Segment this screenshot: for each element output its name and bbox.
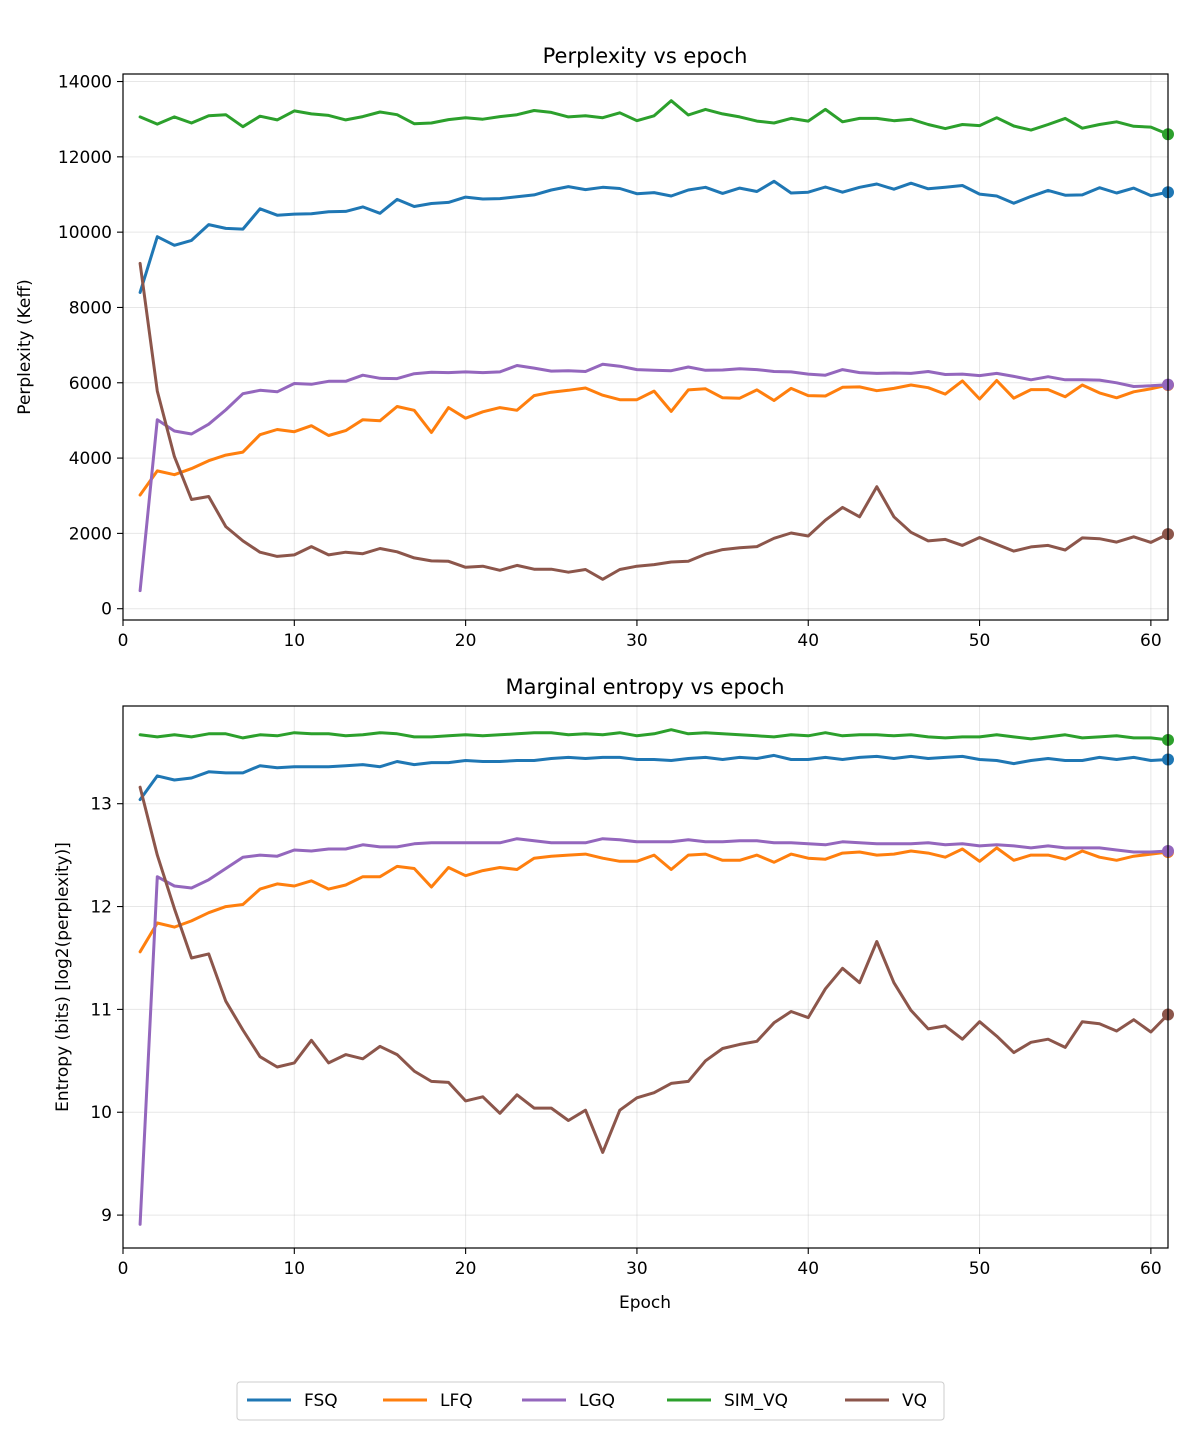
series-line-sim-vq: [138, 728, 1170, 742]
series-line-vq: [138, 785, 1170, 1154]
y-tick-label: 10: [90, 1103, 112, 1123]
legend-label-fsq: FSQ: [304, 1391, 338, 1411]
series-line-lgq: [138, 837, 1170, 1226]
chart-title: Perplexity vs epoch: [543, 44, 748, 68]
y-tick-label: 4000: [69, 449, 112, 469]
x-tick-label: 0: [118, 1259, 129, 1279]
legend-label-sim-vq: SIM_VQ: [724, 1391, 788, 1411]
y-tick-label: 0: [101, 600, 112, 620]
legend-label-lfq: LFQ: [440, 1391, 473, 1411]
x-tick-label: 40: [797, 1259, 819, 1279]
x-tick-label: 10: [283, 1259, 305, 1279]
y-tick-label: 14000: [58, 73, 112, 93]
legend: FSQ LFQ LGQ SIM_VQ VQ: [236, 1381, 945, 1421]
series-line-lgq: [138, 362, 1170, 593]
x-tick-label: 20: [455, 1259, 477, 1279]
x-tick-label: 40: [797, 631, 819, 651]
series-line-fsq: [138, 179, 1170, 294]
plot-frame: [122, 705, 1169, 1249]
series-line-vq: [138, 261, 1170, 581]
plot-frame: [122, 73, 1169, 621]
x-tick-label: 20: [455, 631, 477, 651]
y-tick-label: 8000: [69, 298, 112, 318]
x-tick-label: 50: [969, 1259, 991, 1279]
x-tick-label: 0: [118, 631, 129, 651]
series-line-fsq: [138, 753, 1170, 802]
legend-frame: [236, 1381, 945, 1421]
series-line-sim-vq: [138, 99, 1170, 136]
y-tick-label: 11: [90, 1000, 112, 1020]
x-tick-label: 50: [969, 631, 991, 651]
y-axis-label: Entropy (bits) [log2(perplexity)]: [53, 842, 73, 1112]
y-tick-label: 2000: [69, 524, 112, 544]
x-tick-label: 60: [1140, 631, 1162, 651]
y-axis-label: Perplexity (Keff): [15, 279, 35, 414]
x-tick-label: 10: [283, 631, 305, 651]
x-tick-label: 60: [1140, 1259, 1162, 1279]
legend-label-lgq: LGQ: [579, 1391, 615, 1411]
legend-label-vq: VQ: [902, 1391, 927, 1411]
perplexity-chart: Perplexity vs epoch 0 10 20 30 40 50 60 0 2000 40…: [15, 44, 1174, 651]
y-tick-label: 13: [90, 795, 112, 815]
y-tick-label: 9: [101, 1206, 112, 1226]
x-tick-label: 30: [626, 1259, 648, 1279]
y-tick-label: 10000: [58, 223, 112, 243]
y-tick-label: 6000: [69, 374, 112, 394]
series-line-lfq: [138, 846, 1170, 954]
x-tick-label: 30: [626, 631, 648, 651]
y-tick-label: 12: [90, 898, 112, 918]
entropy-chart: Marginal entropy vs epoch 0 10 20 30 40 50 60 9…: [53, 675, 1174, 1313]
series-line-lfq: [138, 379, 1170, 497]
chart-title: Marginal entropy vs epoch: [505, 675, 784, 699]
y-tick-label: 12000: [58, 148, 112, 168]
x-axis-label: Epoch: [619, 1293, 671, 1313]
